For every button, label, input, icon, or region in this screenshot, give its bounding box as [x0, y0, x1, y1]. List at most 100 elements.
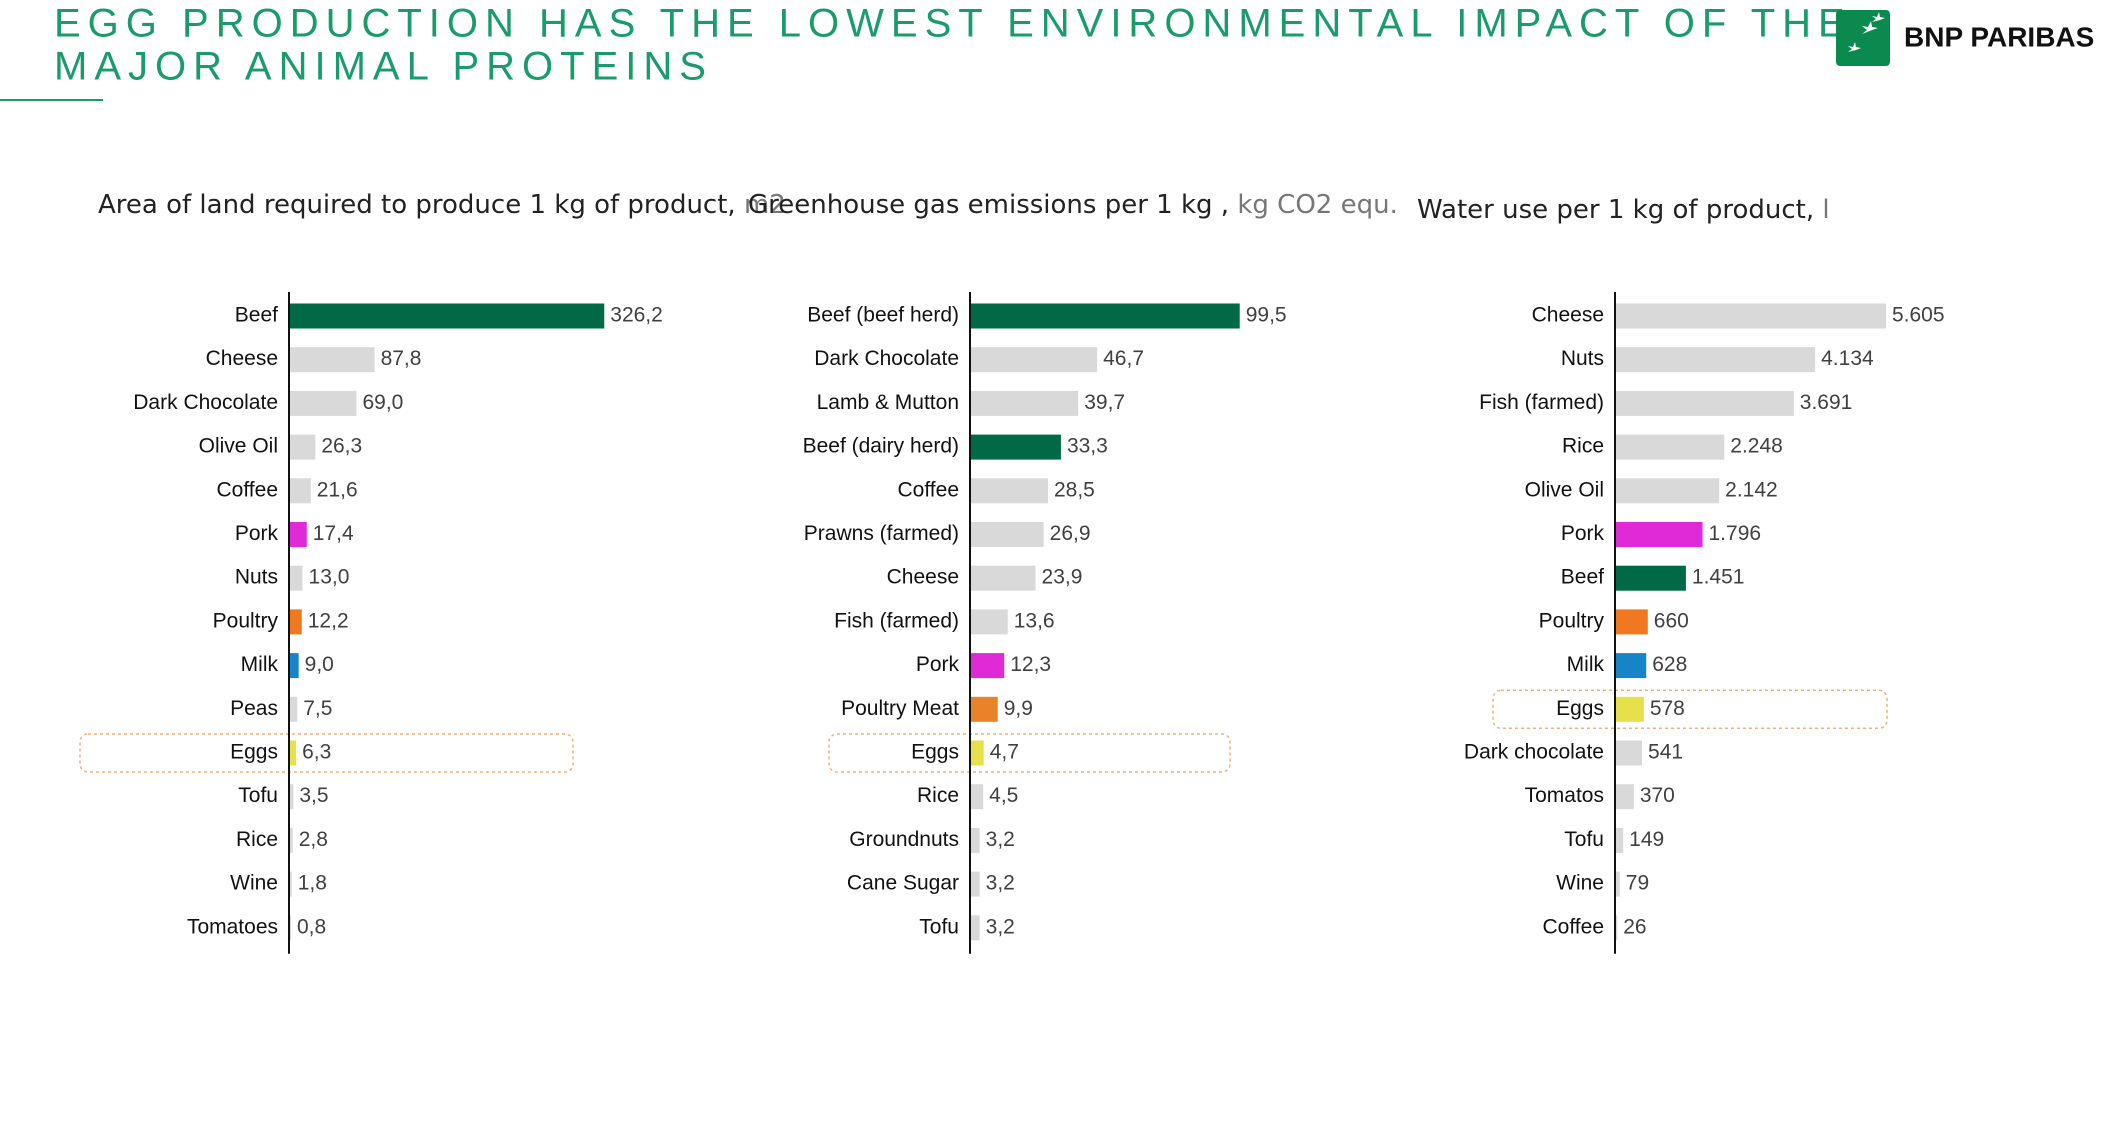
category-label: Dark chocolate: [1464, 741, 1604, 764]
bar: [1616, 915, 1618, 941]
category-label: Pork: [1561, 522, 1605, 545]
logo: BNP PARIBAS: [1836, 10, 2094, 66]
value-label: 46,7: [1103, 347, 1144, 370]
bar: [971, 827, 980, 853]
category-label: Eggs: [911, 741, 959, 764]
bar: [1616, 478, 1720, 504]
bar: [290, 390, 357, 416]
bar: [290, 565, 303, 591]
category-label: Wine: [230, 872, 278, 895]
value-label: 99,5: [1246, 304, 1287, 327]
category-label: Tofu: [1564, 828, 1604, 851]
category-label: Poultry Meat: [841, 697, 959, 720]
value-label: 6,3: [302, 741, 331, 764]
bar: [1616, 390, 1794, 416]
category-label: Olive Oil: [1525, 478, 1604, 501]
category-label: Rice: [917, 784, 959, 807]
bar: [290, 653, 299, 679]
value-label: 541: [1648, 741, 1683, 764]
bar: [971, 915, 980, 941]
highlight-box: [828, 733, 1231, 773]
value-label: 9,9: [1004, 697, 1033, 720]
bar: [1616, 522, 1703, 547]
chart: Water use per 1 kg of product, l Cheese 5.…: [1417, 195, 1945, 954]
bar: [290, 347, 375, 373]
category-label: Tomatos: [1525, 784, 1604, 807]
slide-title-line: MAJOR ANIMAL PROTEINS: [54, 45, 713, 89]
category-label: Peas: [230, 697, 278, 720]
category-label: Tofu: [919, 915, 959, 938]
bar: [971, 740, 984, 766]
category-label: Cheese: [206, 347, 278, 370]
value-label: 12,3: [1010, 653, 1051, 676]
bar: [1616, 347, 1816, 373]
value-label: 370: [1640, 784, 1675, 807]
category-label: Nuts: [235, 566, 278, 589]
logo-text: BNP PARIBAS: [1904, 21, 2094, 52]
chart-title-text: Water use per 1 kg of product,: [1417, 195, 1814, 225]
category-label: Nuts: [1561, 347, 1604, 370]
bar: [1616, 434, 1725, 460]
category-label: Poultry: [213, 609, 279, 632]
value-label: 628: [1652, 653, 1687, 676]
bar: [971, 565, 1036, 591]
value-label: 2.142: [1725, 478, 1778, 501]
highlight-box: [1492, 689, 1888, 730]
bar: [971, 347, 1098, 373]
category-label: Beef: [235, 304, 278, 327]
value-label: 69,0: [362, 391, 403, 414]
slide-title-line: EGG PRODUCTION HAS THE LOWEST ENVIRONMEN…: [54, 2, 1852, 46]
bar: [290, 871, 292, 897]
chart-title-text: Greenhouse gas emissions per 1 kg ,: [748, 190, 1229, 220]
value-label: 5.605: [1892, 304, 1945, 327]
category-label: Pork: [235, 522, 279, 545]
value-label: 12,2: [308, 609, 349, 632]
category-label: Cheese: [887, 566, 959, 589]
chart-title: Area of land required to produce 1 kg of…: [98, 190, 786, 220]
category-label: Coffee: [1543, 915, 1605, 938]
category-label: Eggs: [230, 741, 278, 764]
value-label: 7,5: [303, 697, 332, 720]
bar: [1616, 740, 1643, 766]
category-label: Olive Oil: [199, 435, 278, 458]
highlight-box: [79, 733, 574, 773]
bar: [290, 696, 298, 722]
value-label: 0,8: [297, 915, 326, 938]
bar: [290, 609, 302, 635]
bar: [290, 478, 311, 504]
category-label: Beef: [1561, 566, 1604, 589]
bar: [971, 390, 1079, 416]
value-label: 2,8: [299, 828, 328, 851]
bar: [971, 871, 980, 897]
value-label: 87,8: [381, 347, 422, 370]
value-label: 3.691: [1800, 391, 1853, 414]
bar: [971, 522, 1044, 547]
value-label: 17,4: [313, 522, 354, 545]
chart: Area of land required to produce 1 kg of…: [79, 190, 786, 954]
value-label: 4.134: [1821, 347, 1874, 370]
value-label: 326,2: [610, 304, 663, 327]
value-label: 3,2: [986, 872, 1015, 895]
category-label: Eggs: [1556, 697, 1604, 720]
chart-unit: l: [1822, 195, 1829, 225]
value-label: 79: [1626, 872, 1649, 895]
category-label: Tofu: [238, 784, 278, 807]
logo-mark: [1836, 10, 1890, 66]
bar: [290, 827, 293, 853]
bar: [290, 434, 316, 460]
bar: [1616, 303, 1886, 329]
bar: [290, 522, 307, 547]
category-label: Coffee: [217, 478, 279, 501]
category-label: Tomatoes: [187, 915, 278, 938]
value-label: 3,5: [299, 784, 328, 807]
category-label: Pork: [916, 653, 960, 676]
bar: [1616, 827, 1624, 853]
category-label: Milk: [1567, 653, 1605, 676]
bar: [971, 478, 1048, 504]
chart-unit: kg CO2 equ.: [1237, 190, 1398, 220]
bar: [1616, 784, 1634, 810]
category-label: Poultry: [1539, 609, 1605, 632]
value-label: 9,0: [305, 653, 334, 676]
logo-stars: [1848, 12, 1885, 52]
